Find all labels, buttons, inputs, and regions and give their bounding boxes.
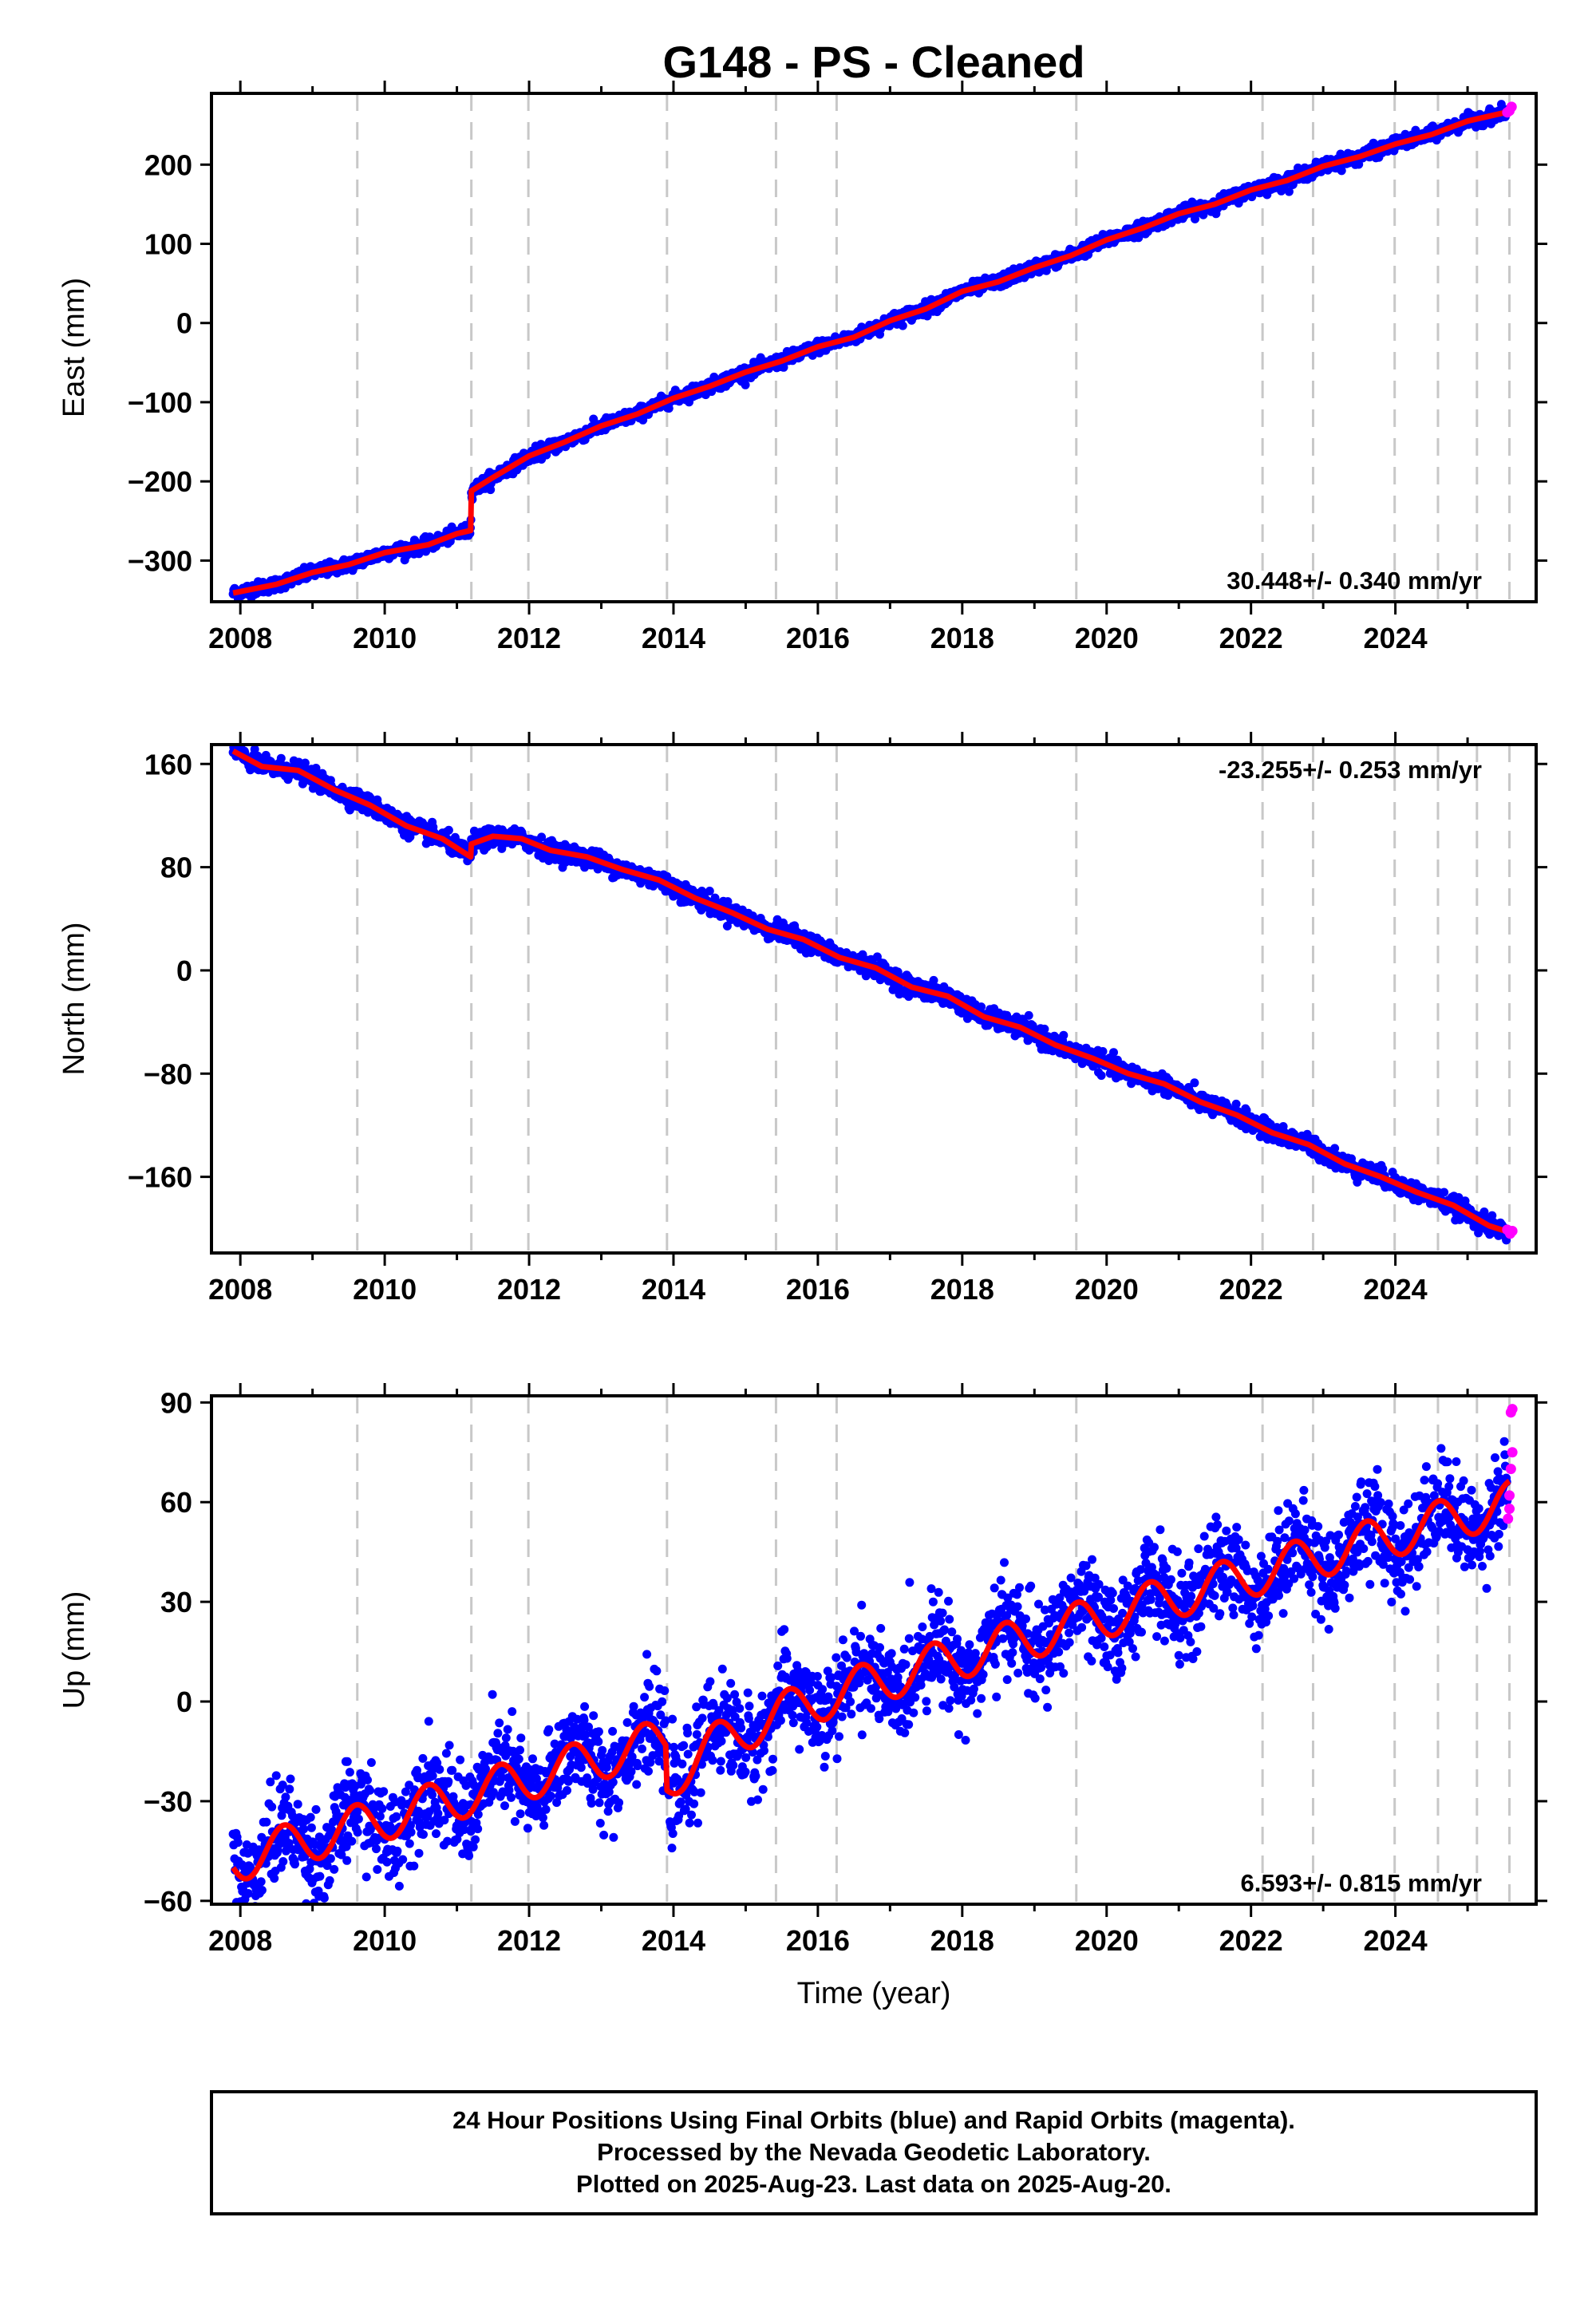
y-tick-label: 200 — [144, 148, 192, 181]
y-tick-label: −200 — [128, 465, 192, 498]
data-point — [300, 758, 310, 768]
x-tick-label: 2020 — [1075, 622, 1139, 654]
x-tick-label: 2018 — [930, 622, 994, 654]
data-point — [1284, 187, 1294, 196]
data-point — [741, 380, 750, 389]
data-point — [722, 921, 732, 931]
rapid-orbit-points — [1502, 101, 1517, 118]
panel-east: 2008 2010 2012 2014 2016 2018 2020 2022 2024 −300… — [57, 81, 1547, 654]
y-tick-label: −300 — [128, 544, 192, 577]
x-tick-label: 2022 — [1219, 622, 1283, 654]
data-point — [1040, 1024, 1049, 1034]
data-point — [250, 745, 259, 754]
data-point — [1024, 1010, 1033, 1020]
data-point — [1330, 1144, 1340, 1153]
data-point — [1190, 1078, 1199, 1088]
model-fit-line — [232, 109, 1511, 596]
data-point — [1109, 1048, 1118, 1057]
data-point — [1059, 1030, 1069, 1040]
data-point — [1096, 1071, 1106, 1081]
data-point — [1098, 1047, 1108, 1056]
data-point — [537, 832, 547, 842]
plot-frame — [210, 92, 1538, 603]
chart-title: G148 - PS - Cleaned — [662, 37, 1084, 87]
data-point — [977, 1002, 986, 1012]
data-point — [444, 825, 453, 835]
y-tick-label: 100 — [144, 228, 192, 261]
x-tick-label: 2014 — [642, 622, 705, 654]
x-tick-label: 2010 — [353, 622, 417, 654]
x-tick-label: 2024 — [1364, 622, 1428, 654]
y-tick-label: −100 — [128, 386, 192, 419]
velocity-label: 30.448+/- 0.340 mm/yr — [1227, 567, 1482, 595]
panel-north: 2008 2010 2012 2014 2016 2018 2020 2022 2024−160… — [57, 732, 1547, 1306]
data-point — [276, 753, 286, 763]
data-point — [1231, 1099, 1241, 1109]
data-point — [898, 321, 907, 330]
y-axis-label: East (mm) — [57, 278, 91, 417]
y-tick-label: 0 — [176, 307, 192, 340]
x-tick-label: 2016 — [786, 622, 850, 654]
data-point — [929, 975, 938, 985]
rapid-point — [1506, 101, 1517, 113]
x-tick-label: 2008 — [208, 622, 272, 654]
x-tick-label: 2012 — [497, 622, 561, 654]
data-point — [705, 887, 714, 895]
